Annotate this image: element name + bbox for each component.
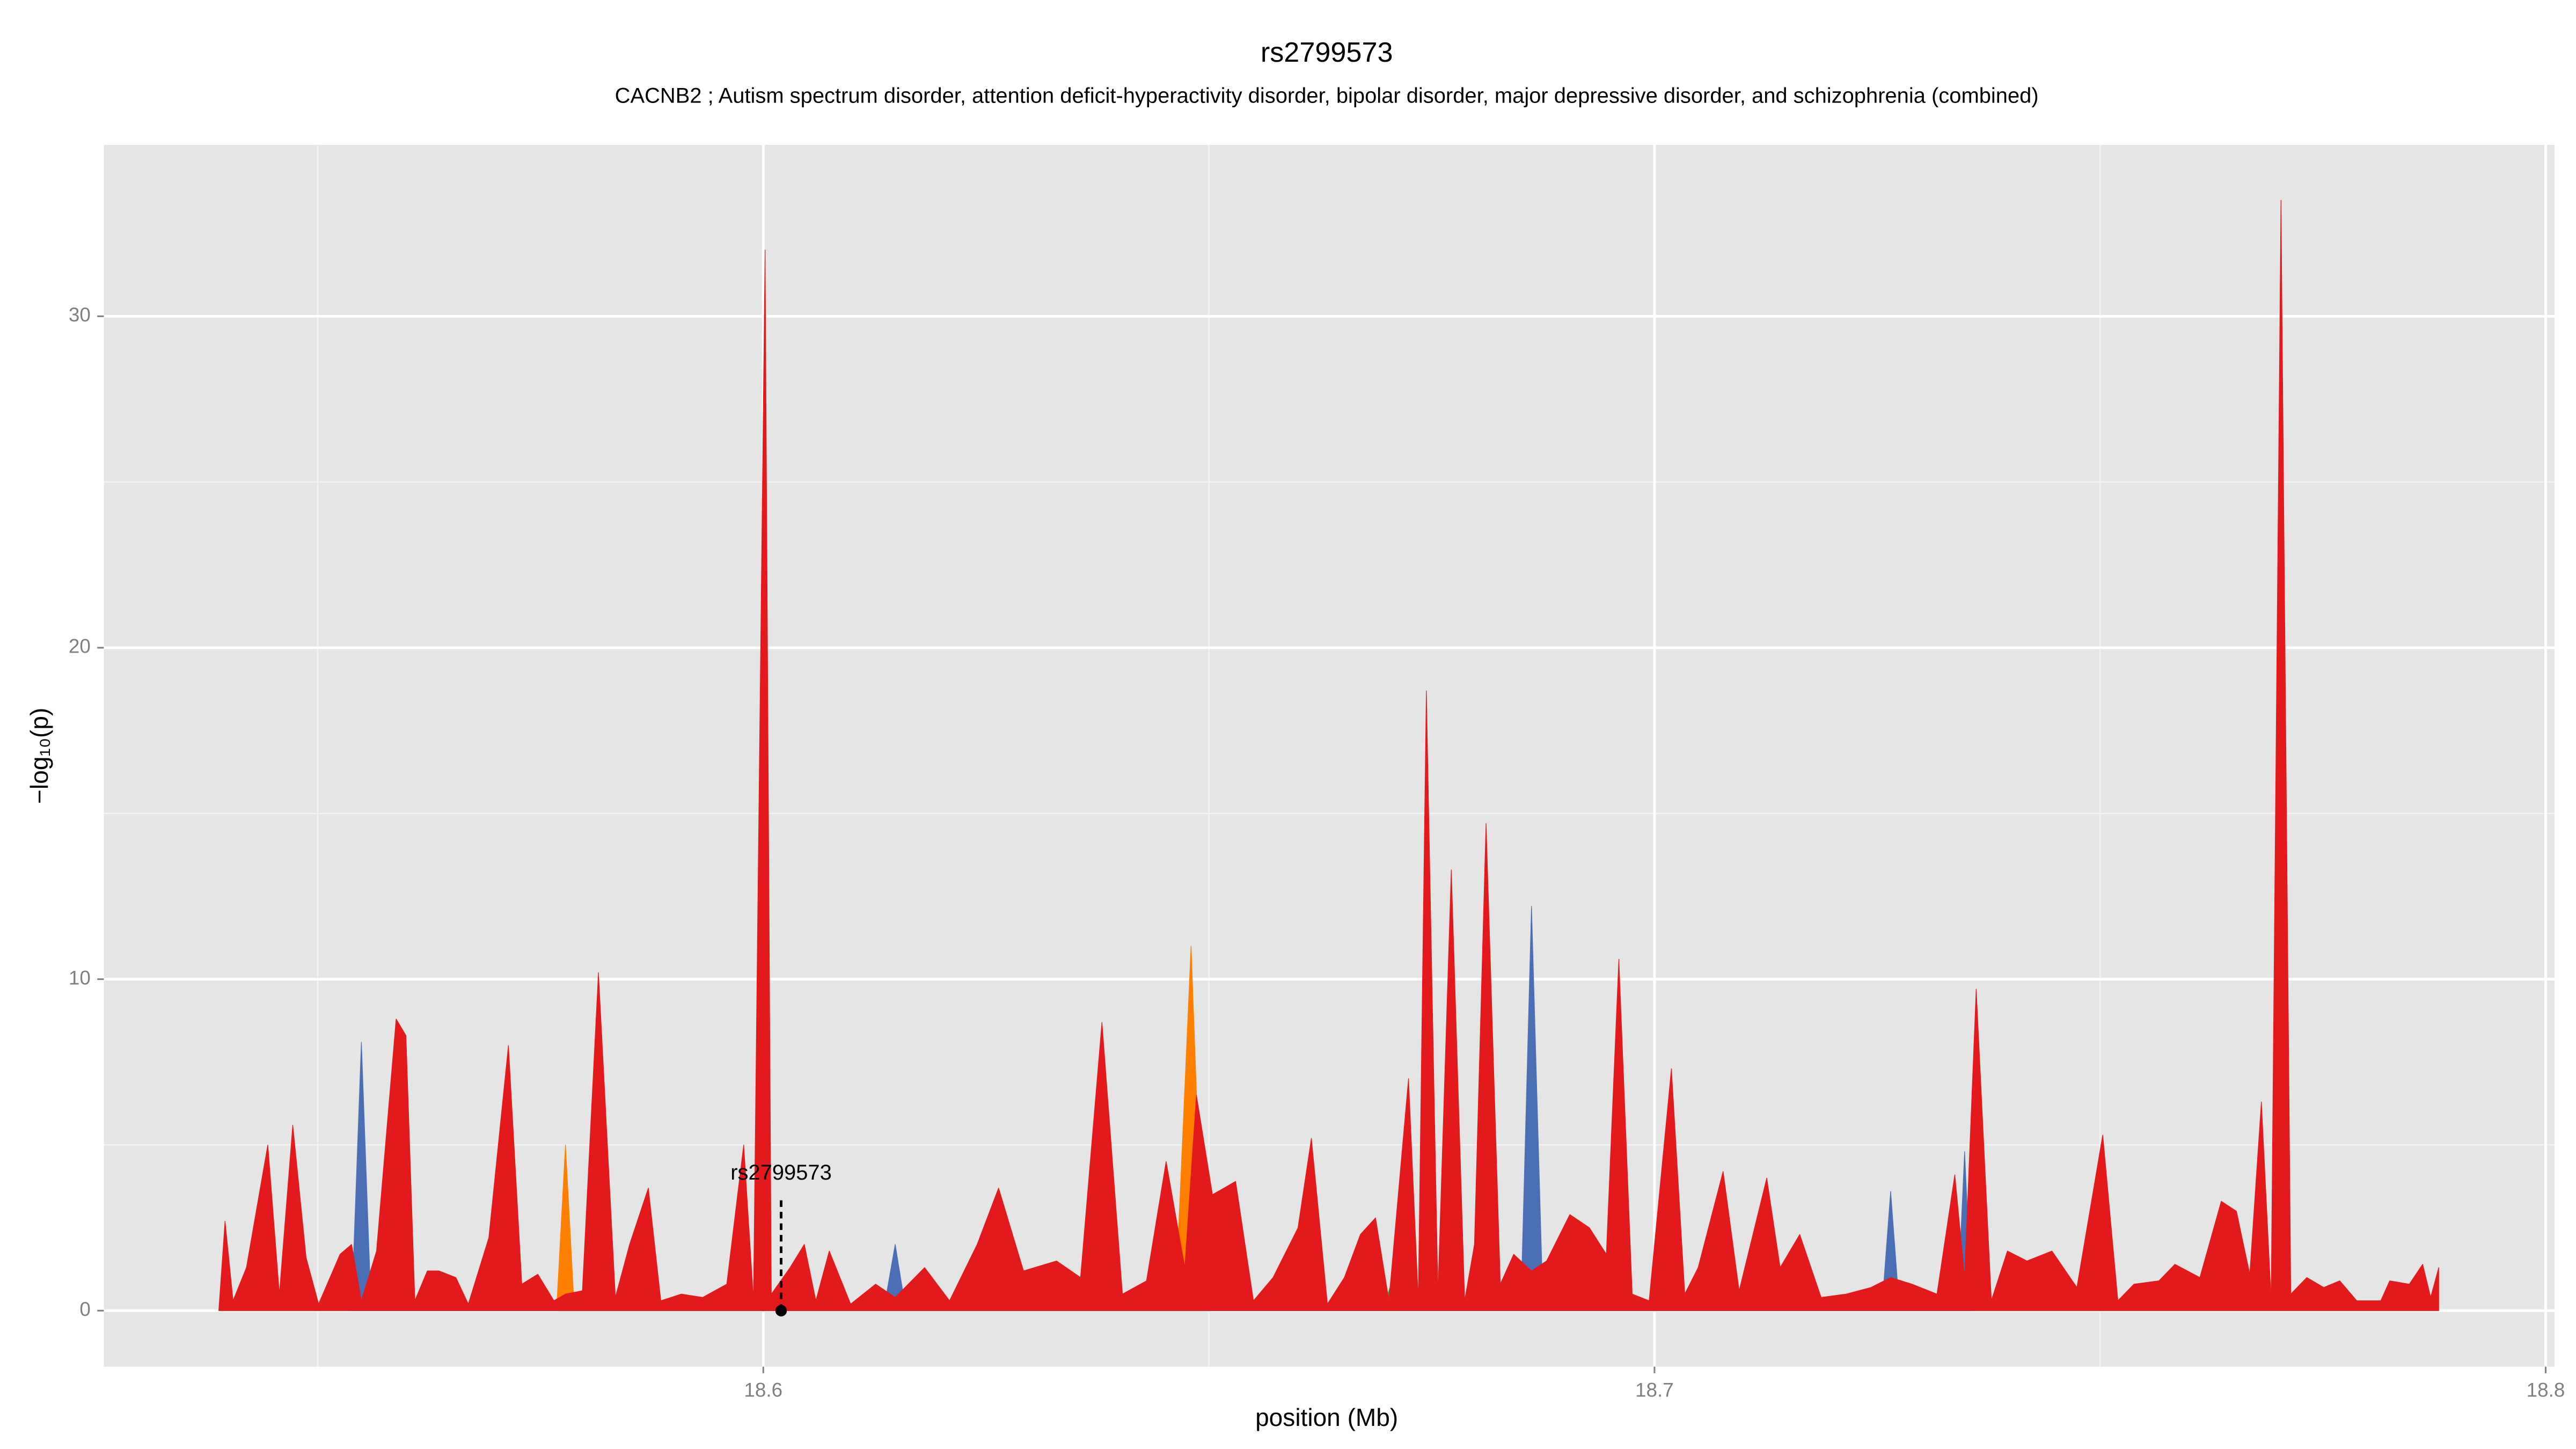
y-axis-label: −log₁₀(p): [25, 708, 53, 804]
x-tick-label: 18.6: [744, 1379, 782, 1401]
y-tick-label: 10: [69, 967, 91, 989]
area: [218, 200, 2439, 1311]
chart-title: rs2799573: [1261, 37, 1393, 68]
chart-subtitle: CACNB2 ; Autism spectrum disorder, atten…: [615, 84, 2039, 108]
annotation-label: rs2799573: [730, 1161, 832, 1184]
x-tick-label: 18.8: [2527, 1379, 2565, 1401]
axes: 18.6 18.7 18.8 0 10 20 30: [69, 304, 2565, 1401]
panel: [104, 145, 2555, 1367]
annotation-point: [775, 1305, 787, 1316]
y-tick-label: 0: [79, 1298, 90, 1320]
annotation: rs2799573: [730, 1161, 832, 1316]
y-tick-label: 20: [69, 635, 91, 657]
x-axis-label: position (Mb): [1255, 1403, 1398, 1431]
y-tick-label: 30: [69, 304, 91, 326]
x-tick-label: 18.7: [1635, 1379, 1674, 1401]
areas: [218, 200, 2439, 1311]
